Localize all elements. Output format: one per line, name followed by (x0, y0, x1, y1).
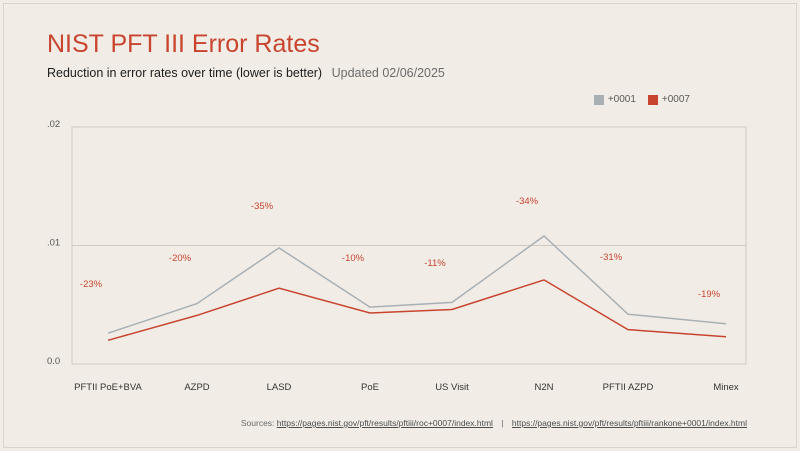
source-link-2[interactable]: https://pages.nist.gov/pft/results/pftii… (511, 418, 747, 428)
y-tick-label: .02 (47, 119, 60, 130)
sources-separator: | (501, 418, 504, 428)
data-label: -31% (600, 252, 623, 263)
y-tick-label: 0.0 (47, 356, 60, 367)
chart-title: NIST PFT III Error Rates (47, 30, 320, 58)
sources: Sources: https://pages.nist.gov/pft/resu… (241, 418, 747, 428)
chart-card (3, 3, 797, 448)
updated-date: Updated 02/06/2025 (331, 66, 445, 80)
legend-item-series2: +0007 (647, 94, 690, 105)
x-tick-label: PFTII AZPD (603, 382, 654, 393)
data-label: -23% (80, 279, 103, 290)
legend-swatch-series2 (647, 94, 658, 105)
chart-subtitle: Reduction in error rates over time (lowe… (47, 66, 323, 80)
legend-item-series1: +0001 (593, 94, 636, 105)
source-link-1[interactable]: https://pages.nist.gov/pft/results/pftii… (276, 418, 493, 428)
x-tick-label: AZPD (184, 382, 209, 393)
x-tick-label: US Visit (435, 382, 469, 393)
data-label: -11% (424, 258, 446, 269)
data-label: -34% (516, 196, 539, 207)
x-tick-label: Minex (713, 382, 739, 393)
x-tick-label: PFTII PoE+BVA (74, 382, 142, 393)
data-label: -35% (251, 201, 274, 212)
legend-label-series1: +0001 (607, 94, 636, 105)
series-line-2 (107, 279, 727, 342)
data-label: -10% (342, 253, 365, 264)
legend-label-series2: +0007 (661, 94, 690, 105)
legend: +0001 +0007 (593, 94, 690, 105)
subtitle-row: Reduction in error rates over time (lowe… (47, 66, 445, 80)
legend-swatch-series1 (593, 94, 604, 105)
x-tick-label: LASD (267, 382, 292, 393)
sources-label: Sources: (240, 418, 275, 428)
data-label: -20% (169, 253, 192, 264)
series-line-1 (107, 235, 727, 334)
y-tick-label: .01 (47, 238, 60, 249)
x-tick-label: PoE (361, 382, 379, 393)
x-tick-label: N2N (534, 382, 553, 393)
data-label: -19% (698, 289, 721, 300)
